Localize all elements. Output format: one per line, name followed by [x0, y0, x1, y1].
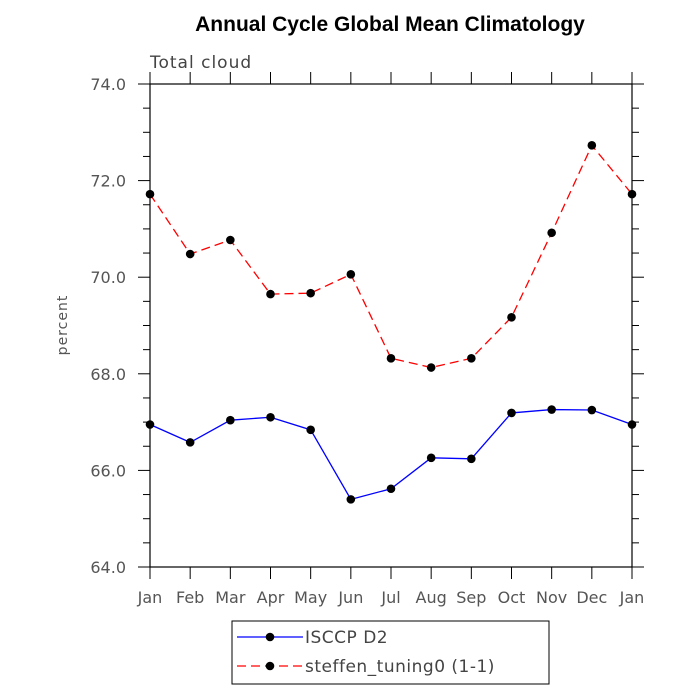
x-tick-label: Sep	[456, 588, 486, 607]
legend-box	[231, 620, 550, 685]
data-point	[185, 438, 195, 447]
data-point	[426, 363, 436, 372]
series-line-1	[149, 144, 633, 369]
legend-label: ISCCP D2	[305, 628, 388, 648]
data-point	[145, 189, 155, 199]
y-axis-label: percent	[55, 295, 71, 356]
legend-items: ISCCP D2 steffen_tuning0 (1-1)	[237, 628, 495, 677]
data-point	[507, 312, 516, 322]
y-tick-label: 68.0	[90, 365, 126, 384]
x-tick-label: Oct	[498, 588, 526, 607]
series-layer	[145, 141, 637, 504]
plot-frame	[149, 83, 633, 568]
x-tick-label: Jul	[380, 588, 400, 607]
data-point	[627, 420, 637, 429]
data-point	[547, 405, 556, 414]
x-tick-label: Jun	[337, 588, 363, 607]
y-tick-label: 70.0	[90, 268, 126, 287]
legend-label: steffen_tuning0 (1-1)	[305, 657, 495, 677]
legend-marker	[265, 661, 275, 671]
data-point	[145, 420, 155, 429]
data-point	[507, 408, 516, 418]
x-tick-label: Nov	[536, 588, 567, 607]
legend-marker	[265, 632, 275, 642]
data-point	[587, 141, 597, 150]
data-point	[266, 289, 275, 299]
data-point	[306, 288, 315, 298]
data-point	[426, 453, 436, 463]
x-tick-label: Jan	[619, 588, 645, 607]
data-point	[226, 415, 235, 425]
x-tick-label: Jan	[137, 588, 163, 607]
data-point	[547, 228, 556, 238]
y-tick-label: 64.0	[90, 558, 126, 577]
data-point	[266, 412, 275, 422]
y-tick-label: 72.0	[90, 172, 126, 191]
data-point	[306, 425, 315, 435]
x-tick-label: Dec	[576, 588, 607, 607]
x-tick-label: Feb	[176, 588, 204, 607]
data-point	[627, 189, 637, 199]
x-tick-label: Mar	[215, 588, 246, 607]
data-point	[467, 454, 476, 464]
data-point	[386, 484, 396, 494]
x-tick-label: May	[294, 588, 327, 607]
y-tick-label: 74.0	[90, 75, 126, 94]
x-axis-ticks: Jan Feb Mar Apr May Jun Jul Aug Sep Oct Nov Dec Jan	[137, 72, 645, 607]
chart-subtitle: Total cloud	[149, 53, 252, 73]
legend: ISCCP D2 steffen_tuning0 (1-1)	[231, 620, 550, 685]
y-axis-ticks: 64.0 66.0 68.0 70.0 72.0 74.0	[90, 75, 644, 577]
data-point	[467, 354, 476, 363]
y-tick-label: 66.0	[90, 461, 126, 480]
data-point	[226, 235, 235, 245]
chart-title: Annual Cycle Global Mean Climatology	[195, 13, 585, 36]
data-point	[587, 405, 597, 415]
x-tick-label: Apr	[257, 588, 285, 607]
data-point	[386, 354, 396, 363]
data-point	[346, 270, 356, 279]
data-point	[346, 495, 356, 504]
data-point	[185, 249, 195, 259]
plot-area: 64.0 66.0 68.0 70.0 72.0 74.0 Jan Feb Mar Apr May…	[90, 72, 644, 607]
x-tick-label: Aug	[416, 588, 447, 607]
